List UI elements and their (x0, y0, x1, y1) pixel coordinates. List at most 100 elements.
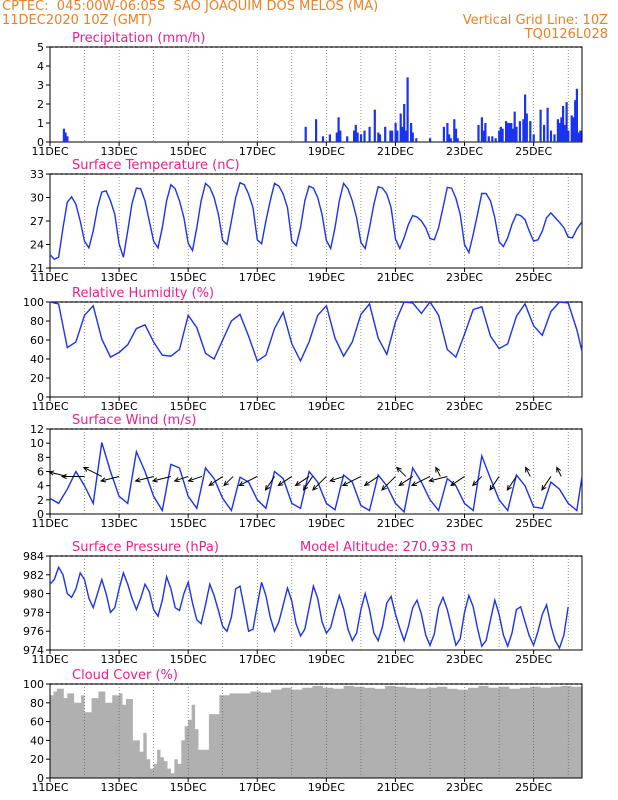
precip-ytick-label: 4 (37, 60, 44, 73)
cloud-xtick-label: 21DEC (377, 781, 414, 794)
precip-bar (553, 134, 556, 142)
precip-bar (506, 123, 509, 142)
wind-arrow (187, 475, 203, 483)
wind-arrow (525, 466, 531, 477)
pres-ytick-label: 984 (23, 550, 44, 563)
rh-xtick-label: 25DEC (515, 400, 552, 413)
rh-xtick-label: 11DEC (31, 400, 68, 413)
precip-bar (378, 134, 382, 142)
temp-xtick-label: 13DEC (101, 271, 138, 284)
precip-ytick-label: 1 (37, 117, 44, 130)
temp-xtick-label: 23DEC (446, 271, 483, 284)
pres-ytick-label: 980 (23, 588, 44, 601)
precip-bar (415, 138, 418, 142)
wind-xtick-label: 23DEC (446, 517, 483, 530)
precip-bar (353, 130, 356, 142)
pres-xtick-label: 21DEC (377, 653, 414, 666)
wind-ytick-label: 8 (37, 451, 44, 464)
precip-bar (456, 138, 459, 142)
precip-bar (448, 134, 451, 142)
wind-arrow (428, 475, 448, 483)
precip-ytick-label: 3 (37, 79, 44, 92)
temp-xtick-label: 19DEC (308, 271, 345, 284)
wind-arrow (435, 466, 441, 477)
wind-title: Surface Wind (m/s) (72, 413, 196, 428)
precip-bar (429, 138, 432, 142)
precip-bar (335, 132, 338, 142)
precip-bar (411, 132, 414, 142)
precip-bar (384, 126, 387, 142)
model-code-label: TQ0126L028 (524, 27, 608, 42)
wind-xtick-label: 19DEC (308, 517, 345, 530)
precip-bar (391, 130, 394, 142)
wind-arrow (396, 466, 407, 477)
precip-bar (498, 130, 501, 142)
precip-bar (499, 126, 502, 142)
precip-bar (449, 138, 452, 142)
wind-arrow (82, 466, 103, 477)
precip-bar (373, 109, 376, 142)
wind-ytick-label: 12 (30, 423, 44, 436)
precip-bar (558, 123, 561, 142)
wind-xtick-label: 21DEC (377, 517, 414, 530)
precip-xtick-label: 15DEC (170, 145, 207, 158)
precip-bar (560, 117, 563, 142)
precip-bar (66, 136, 69, 142)
wind-arrow (410, 476, 431, 486)
precip-bar (359, 134, 363, 142)
rh-frame (49, 301, 583, 398)
wind-arrow (506, 476, 517, 491)
precip-bar (442, 126, 445, 142)
wind-arrow (99, 475, 120, 483)
precip-xtick-label: 19DEC (308, 145, 345, 158)
precip-xtick-label: 23DEC (446, 145, 483, 158)
precip-bar (394, 123, 397, 142)
rh-xtick-label: 15DEC (170, 400, 207, 413)
precip-ytick-label: 2 (37, 98, 44, 111)
wind-arrow (450, 476, 465, 487)
temp-ytick-label: 33 (30, 168, 44, 181)
precip-bar (511, 128, 515, 142)
cloud-ytick-label: 100 (23, 678, 44, 691)
precip-bar (510, 123, 513, 142)
cloud-xtick-label: 15DEC (170, 781, 207, 794)
precip-bar (328, 134, 331, 142)
wind-arrow (556, 466, 562, 477)
precip-bar (339, 130, 342, 142)
precip-bar (315, 119, 318, 142)
wind-arrow (223, 476, 234, 487)
rh-xtick-label: 23DEC (446, 400, 483, 413)
pres-xtick-label: 15DEC (170, 653, 207, 666)
precip-bar (505, 121, 508, 142)
precip-xtick-label: 17DEC (239, 145, 276, 158)
precip-bar (484, 123, 487, 142)
precip-xtick-label: 21DEC (377, 145, 414, 158)
precip-bar (501, 128, 504, 142)
cloud-ytick-label: 40 (30, 734, 44, 747)
cloud-title: Cloud Cover (%) (72, 668, 178, 683)
rh-ytick-label: 20 (30, 372, 44, 385)
rh-xtick-label: 17DEC (239, 400, 276, 413)
wind-arrow (381, 476, 396, 491)
cloud-ytick-label: 0 (37, 772, 44, 785)
precip-bar (543, 124, 546, 142)
rh-series-line (49, 300, 583, 363)
precip-bar (562, 105, 565, 142)
wind-arrow (329, 475, 344, 483)
precip-bar (389, 130, 392, 142)
precip-bar (446, 123, 449, 142)
precip-bar (546, 107, 549, 142)
wind-xtick-label: 11DEC (31, 517, 68, 530)
precip-bar (363, 130, 366, 142)
rh-xtick-label: 21DEC (377, 400, 414, 413)
precip-bar (508, 123, 511, 142)
precip-bar (337, 117, 340, 142)
pres-extra-label: Model Altitude: 270.933 m (300, 540, 473, 555)
pres-title: Surface Pressure (hPa) (72, 540, 219, 555)
precip-bar (354, 124, 357, 142)
precip-bar (399, 113, 402, 142)
temp-xtick-label: 25DEC (515, 271, 552, 284)
wind-arrow (173, 475, 189, 483)
rh-ytick-label: 60 (30, 334, 44, 347)
precip-bar (396, 130, 399, 142)
